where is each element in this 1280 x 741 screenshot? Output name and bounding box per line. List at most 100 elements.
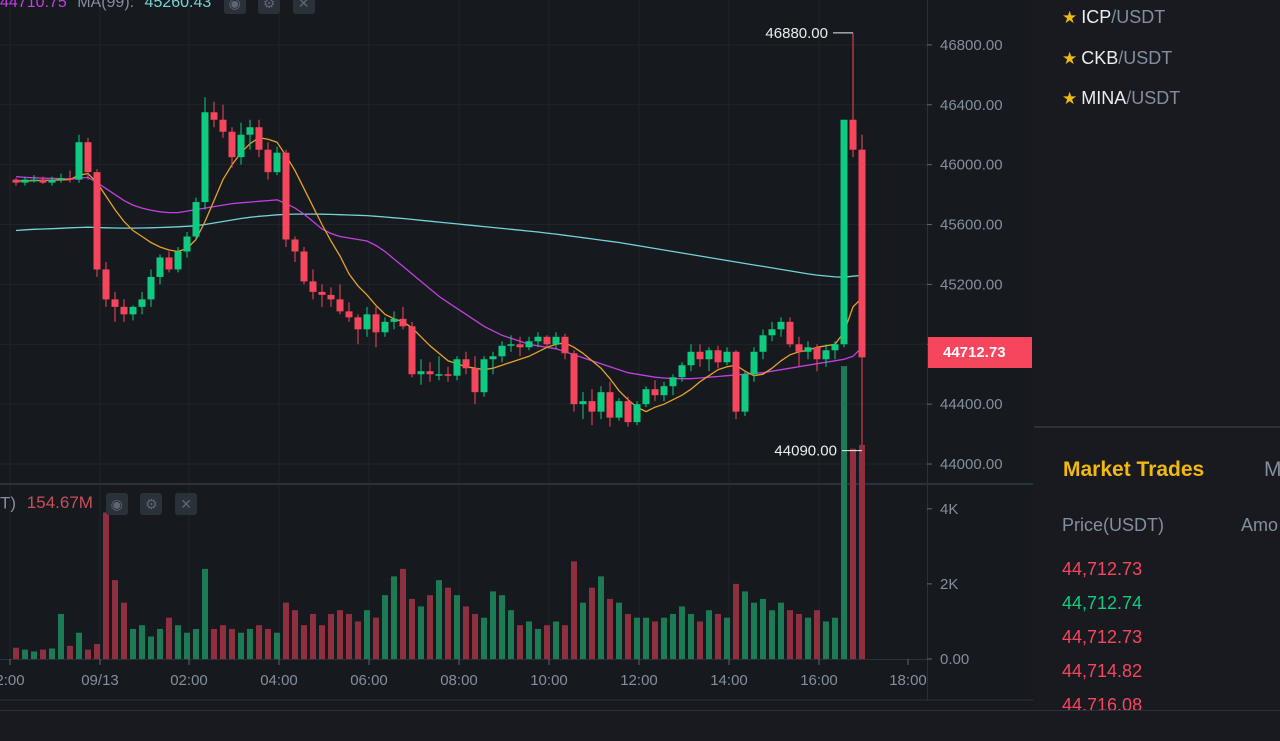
- candle-body: [813, 347, 821, 360]
- candle-body: [759, 335, 767, 352]
- volume-bar: [247, 628, 253, 659]
- pair-base: MINA: [1081, 88, 1127, 108]
- volume-bar: [445, 587, 451, 659]
- volume-bar: [643, 617, 649, 659]
- volume-bar: [193, 628, 199, 659]
- ma25-value: 44710.75: [0, 0, 67, 12]
- volume-bar: [499, 595, 505, 659]
- candle-body: [669, 377, 677, 387]
- trade-row: 44,712.73: [1062, 627, 1143, 647]
- candle-body: [849, 119, 857, 150]
- tab-my-trades[interactable]: M: [1264, 458, 1280, 481]
- price-tick-label: 45600.00: [940, 217, 1003, 234]
- volume-bar: [625, 613, 631, 659]
- time-tick-label: 12:00: [620, 672, 658, 689]
- volume-bar: [859, 444, 865, 659]
- volume-bar: [400, 568, 406, 659]
- star-icon[interactable]: ★: [1062, 89, 1078, 108]
- ma7-line: [15, 137, 863, 413]
- volume-bar: [679, 606, 685, 659]
- volume-bar: [814, 610, 820, 659]
- volume-bar: [94, 643, 100, 659]
- candle-body: [534, 336, 542, 342]
- volume-bar: [562, 625, 568, 659]
- candle-body: [57, 178, 65, 180]
- volume-bar: [517, 625, 523, 659]
- volume-bar: [301, 625, 307, 659]
- candle-body: [138, 299, 146, 307]
- candle-body: [156, 257, 164, 277]
- candle-body: [273, 152, 281, 173]
- star-icon[interactable]: ★: [1062, 49, 1078, 68]
- candle-body: [228, 131, 236, 158]
- candle-body: [372, 314, 380, 333]
- ma25-line: [15, 175, 863, 380]
- volume-tick-label: 4K: [940, 501, 958, 518]
- volume-bar: [571, 561, 577, 659]
- favorite-pair-mina[interactable]: ★ MINA/USDT: [1062, 88, 1180, 109]
- candle-body: [642, 389, 650, 405]
- volume-bar: [229, 628, 235, 659]
- candle-body: [597, 392, 605, 412]
- volume-bar: [157, 628, 163, 659]
- candle-body: [264, 149, 272, 173]
- eye-icon[interactable]: ◉: [105, 493, 128, 515]
- favorite-pair-ckb[interactable]: ★ CKB/USDT: [1062, 48, 1172, 69]
- eye-icon[interactable]: ◉: [223, 0, 246, 14]
- trade-row: 44,714.82: [1062, 661, 1143, 681]
- star-icon[interactable]: ★: [1062, 8, 1078, 27]
- candle-body: [390, 318, 398, 322]
- time-tick-label: 2:00: [0, 672, 25, 689]
- candle-body: [66, 178, 74, 180]
- candle-body: [255, 127, 263, 150]
- candle-body: [840, 119, 848, 345]
- price-tick-label: 46800.00: [940, 37, 1003, 54]
- candle-body: [858, 149, 866, 358]
- candle-body: [480, 359, 488, 393]
- volume-bar: [391, 576, 397, 659]
- chart-panel[interactable]: 46800.00 46400.00 46000.00 45600.00 45200.00…: [0, 0, 1033, 710]
- candle-body: [579, 401, 587, 405]
- candle-body: [525, 341, 533, 348]
- current-price-tag: 44712.73: [928, 337, 1032, 368]
- close-icon[interactable]: ✕: [175, 493, 198, 515]
- volume-bar: [841, 366, 847, 659]
- volume-bar: [364, 610, 370, 659]
- volume-bar: [553, 621, 559, 659]
- candle-body: [336, 299, 344, 312]
- volume-bar: [265, 628, 271, 659]
- volume-bar: [472, 613, 478, 659]
- time-tick-label: 04:00: [260, 672, 298, 689]
- pair-base: CKB: [1081, 48, 1119, 68]
- volume-bar: [436, 580, 442, 659]
- volume-bar: [175, 625, 181, 659]
- column-header-price: Price(USDT): [1062, 515, 1164, 535]
- volume-bar: [112, 580, 118, 659]
- candle-body: [678, 365, 686, 378]
- volume-bar: [184, 632, 190, 659]
- volume-bar: [130, 628, 136, 659]
- candle-body: [75, 142, 83, 180]
- candle-body: [516, 344, 524, 348]
- close-icon[interactable]: ✕: [292, 0, 315, 14]
- gear-icon[interactable]: ⚙: [140, 493, 163, 515]
- candle-body: [786, 321, 794, 345]
- volume-bar: [787, 610, 793, 659]
- volume-bar: [661, 617, 667, 659]
- candle-body: [462, 359, 470, 369]
- candle-body: [129, 306, 137, 315]
- price-tick-label: 44400.00: [940, 396, 1003, 413]
- volume-bar: [220, 625, 226, 659]
- volume-bar: [454, 595, 460, 659]
- volume-bar: [634, 617, 640, 659]
- tab-market-trades[interactable]: Market Trades: [1063, 458, 1205, 481]
- gear-icon[interactable]: ⚙: [258, 0, 281, 14]
- volume-bar: [508, 610, 514, 659]
- volume-bar: [13, 647, 19, 659]
- candle-body: [660, 386, 668, 396]
- favorite-pair-icp[interactable]: ★ ICP/USDT: [1062, 7, 1165, 28]
- price-chart[interactable]: 46800.00 46400.00 46000.00 45600.00 45200.00…: [0, 0, 1033, 710]
- volume-bar: [148, 636, 154, 659]
- candle-body: [300, 251, 308, 282]
- volume-bar: [76, 632, 82, 659]
